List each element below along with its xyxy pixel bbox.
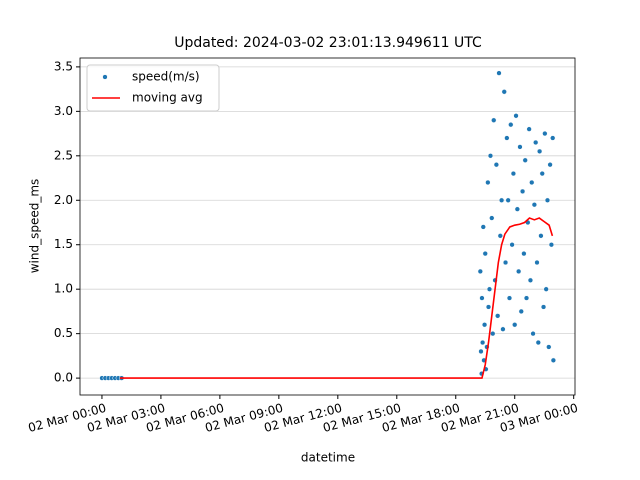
- x-axis-label: datetime: [301, 451, 355, 465]
- legend-label: moving avg: [132, 91, 203, 105]
- scatter-point: [486, 286, 493, 292]
- scatter-point: [516, 268, 522, 275]
- scatter-point: [485, 179, 491, 186]
- scatter-point: [480, 224, 486, 230]
- scatter-point: [489, 215, 495, 221]
- y-axis-label: wind_speed_ms: [28, 179, 42, 274]
- scatter-point: [477, 268, 483, 275]
- legend-marker: [102, 74, 108, 80]
- scatter-point: [529, 179, 535, 186]
- y-tick-label: 2.0: [54, 193, 73, 207]
- scatter-point: [550, 357, 557, 363]
- scatter-point: [500, 326, 506, 332]
- scatter-point: [548, 242, 555, 248]
- scatter-point: [491, 117, 497, 123]
- plot-frame: [79, 57, 576, 396]
- scatter-point: [531, 202, 538, 208]
- scatter-point: [497, 233, 503, 239]
- scatter-point: [547, 162, 553, 168]
- legend-label: speed(m/s): [132, 70, 200, 84]
- scatter-point: [522, 157, 528, 163]
- scatter-point: [517, 144, 523, 150]
- scatter-point: [538, 233, 544, 239]
- scatter-point: [546, 344, 552, 350]
- y-tick-label: 1.5: [54, 237, 73, 251]
- scatter-point: [526, 126, 532, 132]
- scatter-point: [481, 322, 488, 328]
- scatter-point: [535, 339, 541, 346]
- scatter-point: [496, 70, 502, 76]
- scatter-point: [493, 162, 500, 168]
- legend-box: [86, 64, 220, 112]
- scatter-point: [533, 139, 539, 146]
- y-tick-label: 1.0: [54, 282, 73, 296]
- scatter-point: [509, 242, 515, 248]
- scatter-point: [543, 286, 549, 292]
- y-tick-label: 0.5: [54, 326, 73, 340]
- scatter-point: [544, 197, 551, 203]
- scatter-point: [506, 295, 513, 301]
- scatter-point: [539, 170, 545, 177]
- scatter-point: [495, 313, 501, 319]
- scatter-point: [482, 250, 488, 257]
- line-series: [119, 217, 554, 379]
- scatter-point: [502, 259, 509, 266]
- y-tick-label: 0.0: [54, 371, 73, 385]
- scatter-point: [519, 188, 526, 195]
- scatter-point: [505, 197, 511, 203]
- y-tick-label: 2.5: [54, 148, 73, 162]
- scatter-point: [479, 339, 486, 346]
- scatter-point: [487, 153, 494, 159]
- scatter-point: [534, 259, 540, 266]
- scatter-point: [514, 206, 520, 212]
- scatter-point: [542, 130, 548, 137]
- scatter-point: [501, 89, 507, 95]
- scatter-point: [550, 135, 556, 141]
- scatter-point: [478, 348, 484, 355]
- scatter-point: [518, 308, 524, 315]
- scatter-point: [513, 113, 519, 119]
- y-tick-label: 3.5: [54, 59, 73, 73]
- scatter-point: [523, 295, 530, 301]
- scatter-point: [530, 330, 536, 337]
- scatter-point: [536, 148, 543, 155]
- scatter-point: [490, 330, 496, 337]
- scatter-point: [540, 304, 547, 310]
- scatter-point: [508, 122, 514, 128]
- scatter-point: [504, 135, 510, 141]
- scatter-point: [512, 322, 518, 328]
- scatter-point: [510, 170, 517, 177]
- scatter-point: [498, 197, 505, 203]
- scatter-point: [521, 250, 527, 257]
- scatter-point: [485, 304, 492, 310]
- y-tick-label: 3.0: [54, 104, 73, 118]
- scatter-point: [527, 277, 534, 283]
- scatter-point: [479, 295, 485, 301]
- chart-title: Updated: 2024-03-02 23:01:13.949611 UTC: [174, 35, 482, 51]
